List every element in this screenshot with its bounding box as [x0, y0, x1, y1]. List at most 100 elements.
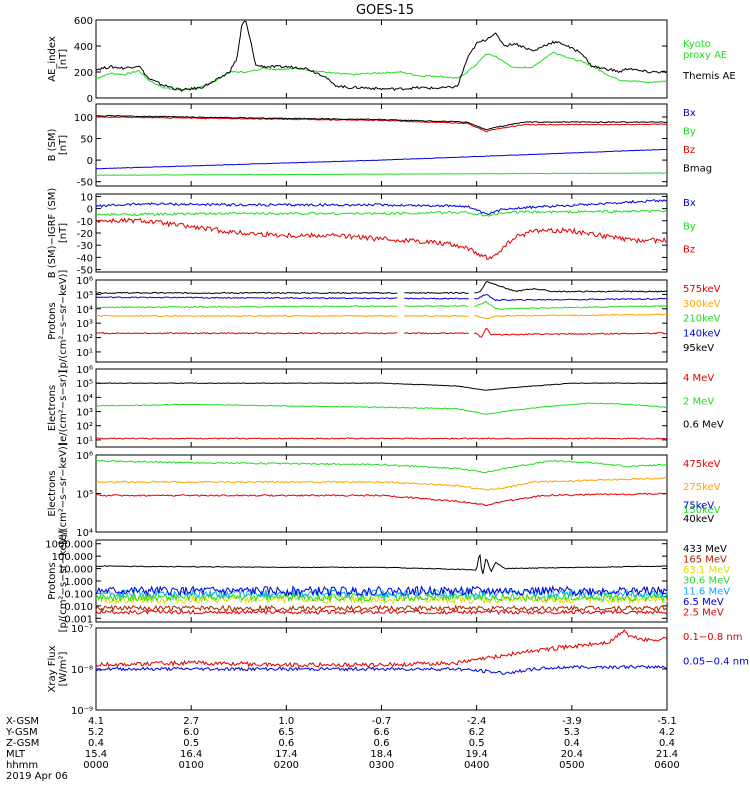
- x-row-label: 2019 Apr 06: [6, 771, 68, 782]
- y-tick-label: 10⁵: [76, 490, 93, 501]
- legend-entry: 150keV: [683, 505, 721, 516]
- y-tick-label: 400: [74, 42, 93, 53]
- x-column-value: 0.6: [278, 738, 294, 749]
- y-tick-label: -50: [77, 178, 93, 189]
- panel-frame: [95, 19, 668, 99]
- legend-entry: 95keV: [683, 343, 714, 354]
- x-column-value: 6.0: [183, 727, 199, 738]
- y-axis-label: [nT]: [58, 223, 69, 243]
- x-column-value: 1.0: [278, 716, 294, 727]
- y-tick-label: 10⁴: [76, 393, 93, 404]
- y-tick-label: 10⁶: [76, 365, 93, 376]
- legend-entry: 75keV: [683, 500, 714, 511]
- panel-bsm: -50 0 50 100 B (SM) [nT] Bx By Bz Bmag: [47, 103, 712, 189]
- y-axis-label: [nT]: [58, 135, 69, 155]
- x-column-value: 6.5: [278, 727, 294, 738]
- legend-entry: 2 MeV: [683, 396, 714, 407]
- y-tick-label: 10⁻⁹: [71, 706, 93, 717]
- y-tick-label: 0: [87, 94, 93, 105]
- legend-entry: Bmag: [683, 164, 712, 175]
- series-line-0-6-mev: [95, 382, 667, 391]
- series-line-475kev: [95, 492, 668, 507]
- y-tick-label: 600: [74, 16, 93, 27]
- series-line-11-6-mev: [95, 588, 668, 599]
- legend-entry: 165 MeV: [683, 555, 727, 566]
- series-line-0-05-0-4-nm: [95, 664, 668, 675]
- y-axis-label: AE_index: [47, 36, 58, 82]
- x-column-value: 0.4: [659, 738, 675, 749]
- x-column-value: 16.4: [180, 749, 202, 760]
- x-column-value: 5.2: [88, 727, 104, 738]
- legend-entry: 11.6 MeV: [683, 586, 730, 597]
- legend-entry: 275keV: [683, 482, 721, 493]
- panel-xray: 10⁻⁹ 10⁻⁸ 10⁻⁷ Xray Flux [W/m²] 0.1−0.8 nm 0.0…: [47, 624, 749, 717]
- x-row-label: hhmm: [6, 760, 38, 771]
- x-column-value: 19.4: [466, 749, 488, 760]
- x-column-value: 0200: [274, 760, 299, 771]
- y-axis-label: [W/m²]: [58, 651, 69, 686]
- y-tick-label: 10⁴: [76, 305, 93, 316]
- x-column-value: 0.4: [88, 738, 104, 749]
- series-line-bz: [95, 116, 667, 133]
- y-axis-label: B (SM)−IGRF (SM): [47, 188, 58, 279]
- legend-entry: proxy AE: [683, 50, 727, 61]
- panel-frame: [95, 193, 668, 273]
- legend-entry: 0.05−0.4 nm: [683, 657, 749, 668]
- series-line-165-mev: [95, 604, 668, 613]
- legend-entry: 0.6 MeV: [683, 420, 724, 431]
- legend-entry: 210keV: [683, 314, 721, 325]
- legend-entry: 475keV: [683, 459, 721, 470]
- y-tick-label: 100.000: [52, 552, 93, 563]
- x-column-value: -3.9: [562, 716, 582, 727]
- series-line-themis-ae: [95, 20, 668, 93]
- y-axis-label: Electrons: [47, 385, 58, 431]
- series-line-95kev: [95, 280, 668, 295]
- y-tick-label: 200: [74, 68, 93, 79]
- y-axis-label: [nT]: [58, 49, 69, 69]
- y-axis-label: Xray Flux: [47, 645, 58, 692]
- y-tick-label: -50: [77, 266, 93, 277]
- y-tick-label: 10²: [76, 422, 93, 433]
- series-line-63-1-mev: [95, 593, 668, 606]
- x-column-value: 0000: [83, 760, 108, 771]
- x-column-value: 6.6: [374, 727, 390, 738]
- x-column-value: 0600: [654, 760, 679, 771]
- y-tick-label: 50: [80, 135, 93, 146]
- x-column-value: 0.5: [469, 738, 485, 749]
- y-tick-label: -40: [77, 253, 93, 264]
- x-column-value: 2.7: [183, 716, 199, 727]
- series-line-575kev: [95, 328, 668, 338]
- series-line-210kev: [95, 300, 668, 310]
- series-line-6-5-mev: [95, 585, 668, 598]
- series-line-bx: [95, 198, 668, 215]
- x-column-value: 5.3: [564, 727, 580, 738]
- series-line-300kev: [96, 313, 668, 320]
- x-column-value: 20.4: [561, 749, 583, 760]
- y-tick-label: -10: [77, 217, 93, 228]
- x-column-value: 6.2: [469, 727, 485, 738]
- legend-entry: 4 MeV: [683, 373, 714, 384]
- y-axis-label: Protons: [47, 302, 58, 339]
- x-column-value: 0100: [178, 760, 203, 771]
- series-line-2-5-mev: [95, 608, 668, 615]
- x-column-value: 0.5: [183, 738, 199, 749]
- x-row-label: Y-GSM: [5, 727, 38, 738]
- y-tick-label: 10⁻⁸: [71, 665, 93, 676]
- legend-entry: Kyoto: [683, 39, 711, 50]
- x-column-value: 4.1: [88, 716, 104, 727]
- series-line-0-1-0-8-nm: [95, 628, 668, 668]
- x-column-value: 21.4: [656, 749, 678, 760]
- series-line-by: [95, 209, 668, 217]
- legend-entry: 433 MeV: [683, 544, 727, 555]
- series-line-kyoto-proxy-ae: [95, 51, 668, 91]
- series-line-2-mev: [95, 402, 668, 415]
- y-tick-label: 10: [80, 192, 93, 203]
- legend-entry: By: [683, 127, 696, 138]
- legend-entry: 63.1 MeV: [683, 565, 730, 576]
- y-axis-label: [p/(cm²−s−sr−keV)]: [58, 270, 69, 373]
- x-column-value: 17.4: [275, 749, 297, 760]
- y-tick-label: 10¹: [76, 348, 93, 359]
